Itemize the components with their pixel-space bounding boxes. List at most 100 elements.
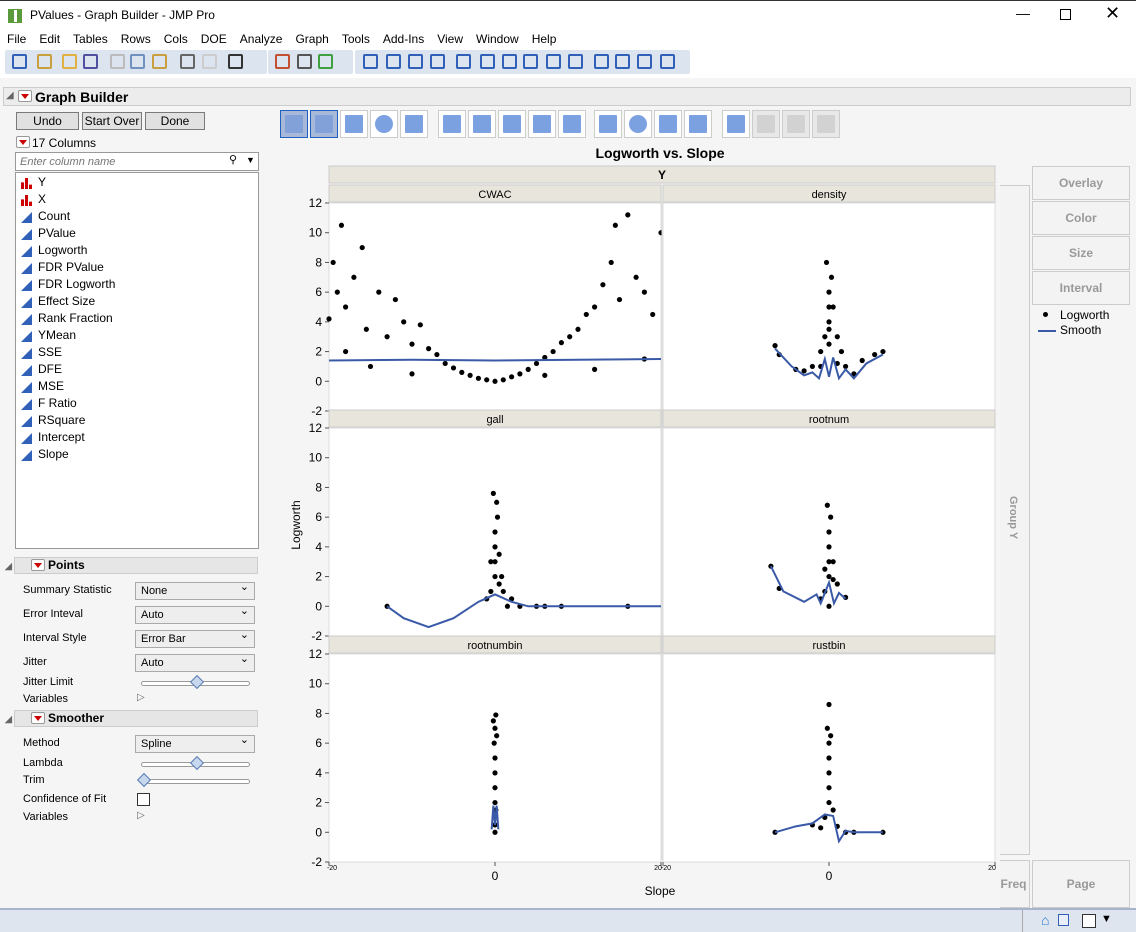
column-search-input[interactable]	[15, 152, 259, 171]
undo-button[interactable]: Undo	[16, 112, 79, 130]
dropdown-arrow-icon[interactable]: ▼	[1101, 913, 1112, 925]
text-icon[interactable]	[594, 54, 609, 69]
search-icon[interactable]: ⚲	[229, 154, 238, 166]
color-zone[interactable]: Color	[1032, 201, 1130, 235]
x-axis-label[interactable]: Slope	[645, 884, 676, 898]
column-item[interactable]: SSE	[16, 345, 258, 362]
disclosure-icon[interactable]: ◢	[5, 714, 12, 724]
size-zone[interactable]: Size	[1032, 236, 1130, 270]
jitter-limit-slider[interactable]	[141, 674, 250, 690]
smoother-section-header[interactable]: Smoother ◢	[5, 710, 258, 727]
crosshair-icon[interactable]	[408, 54, 423, 69]
search-icon[interactable]	[228, 54, 243, 69]
jitter-select[interactable]: Auto	[135, 652, 255, 672]
summary-statistic-select[interactable]: None	[135, 580, 255, 600]
maximize-button[interactable]	[1060, 9, 1071, 20]
column-item[interactable]: Effect Size	[16, 294, 258, 311]
column-item[interactable]: Count	[16, 209, 258, 226]
open-icon[interactable]	[62, 54, 77, 69]
help-icon[interactable]	[386, 54, 401, 69]
points-menu[interactable]	[31, 559, 45, 571]
group-y-zone[interactable]: Group Y	[997, 185, 1030, 855]
target-icon[interactable]	[430, 54, 445, 69]
column-item[interactable]: Y	[16, 175, 258, 192]
column-item[interactable]: DFE	[16, 362, 258, 379]
lasso-icon[interactable]	[502, 54, 517, 69]
menu-doe[interactable]: DOE	[200, 32, 227, 46]
ellipse-element-icon[interactable]	[370, 110, 398, 138]
caption-box-element-icon[interactable]	[722, 110, 750, 138]
menu-help[interactable]: Help	[531, 32, 557, 46]
plus-icon[interactable]	[546, 54, 561, 69]
map-shapes-element-icon[interactable]	[782, 110, 810, 138]
group-x-header[interactable]	[328, 165, 996, 184]
home-icon[interactable]: ⌂	[1041, 912, 1050, 928]
menu-rows[interactable]: Rows	[120, 32, 151, 46]
box-plot-element-icon[interactable]	[528, 110, 556, 138]
slider-thumb[interactable]	[136, 772, 152, 788]
slider-thumb[interactable]	[189, 674, 205, 690]
interval-zone[interactable]: Interval	[1032, 271, 1130, 305]
freq-zone[interactable]: Freq	[997, 860, 1030, 908]
points-section-header[interactable]: Points ◢	[5, 557, 258, 574]
ruler-icon[interactable]	[568, 54, 583, 69]
menu-file[interactable]: File	[7, 32, 27, 46]
column-list[interactable]: Y X Count PValue Logworth FDR PValue FDR Logwo…	[15, 172, 259, 549]
error-interval-select[interactable]: Auto	[135, 604, 255, 624]
polygon-icon[interactable]	[637, 54, 652, 69]
columns-menu[interactable]	[16, 136, 30, 148]
y-axis-label[interactable]: Logworth	[289, 500, 303, 549]
window-selector[interactable]	[1082, 914, 1096, 928]
menu-cols[interactable]: Cols	[163, 32, 188, 46]
formula-element-icon[interactable]	[752, 110, 780, 138]
expand-triangle-icon[interactable]: ▷	[137, 810, 145, 821]
column-item[interactable]: X	[16, 192, 258, 209]
mosaic-element-icon[interactable]	[684, 110, 712, 138]
menu-addins[interactable]: Add-Ins	[382, 32, 425, 46]
brush-icon[interactable]	[480, 54, 495, 69]
line-element-icon[interactable]	[438, 110, 466, 138]
save-icon[interactable]	[83, 54, 98, 69]
zoom-icon[interactable]	[523, 54, 538, 69]
page-zone[interactable]: Page	[1032, 860, 1130, 908]
column-item[interactable]: Slope	[16, 447, 258, 464]
smoother-element-icon[interactable]	[310, 110, 338, 138]
done-button[interactable]: Done	[145, 112, 205, 130]
new-script-icon[interactable]	[37, 54, 52, 69]
slider-thumb[interactable]	[189, 755, 205, 771]
graph[interactable]: Logworth vs. SlopeYCWAC-2024681012densit…	[280, 140, 1000, 910]
column-item[interactable]: Intercept	[16, 430, 258, 447]
menu-tables[interactable]: Tables	[73, 32, 108, 46]
heatmap-element-icon[interactable]	[594, 110, 622, 138]
red-triangle-menu[interactable]	[18, 90, 32, 102]
interval-style-select[interactable]: Error Bar	[135, 628, 255, 648]
copy-icon[interactable]	[130, 54, 145, 69]
overlay-zone[interactable]: Overlay	[1032, 166, 1130, 200]
new-table-icon[interactable]	[12, 54, 27, 69]
line-of-fit-element-icon[interactable]	[340, 110, 368, 138]
menu-analyze[interactable]: Analyze	[239, 32, 283, 46]
columns-icon[interactable]	[297, 54, 312, 69]
paste-icon[interactable]	[152, 54, 167, 69]
column-item[interactable]: Rank Fraction	[16, 311, 258, 328]
minimize-button[interactable]: —	[1016, 5, 1030, 21]
menu-window[interactable]: Window	[476, 32, 519, 46]
parallel-element-icon[interactable]	[812, 110, 840, 138]
lambda-slider[interactable]	[141, 755, 250, 771]
menu-tools[interactable]: Tools	[341, 32, 370, 46]
pie-element-icon[interactable]	[624, 110, 652, 138]
lock-icon[interactable]	[202, 54, 217, 69]
hand-icon[interactable]	[456, 54, 471, 69]
cut-icon[interactable]	[110, 54, 125, 69]
column-item[interactable]: F Ratio	[16, 396, 258, 413]
window-list-icon[interactable]	[1058, 914, 1069, 926]
column-item[interactable]: RSquare	[16, 413, 258, 430]
confidence-of-fit-checkbox[interactable]	[137, 793, 150, 806]
arrow-select-icon[interactable]	[363, 54, 378, 69]
area-element-icon[interactable]	[498, 110, 526, 138]
expand-triangle-icon[interactable]: ▷	[137, 692, 145, 703]
points-element-icon[interactable]	[280, 110, 308, 138]
data-grid-icon[interactable]	[275, 54, 290, 69]
histogram-element-icon[interactable]	[558, 110, 586, 138]
column-item[interactable]: FDR Logworth	[16, 277, 258, 294]
